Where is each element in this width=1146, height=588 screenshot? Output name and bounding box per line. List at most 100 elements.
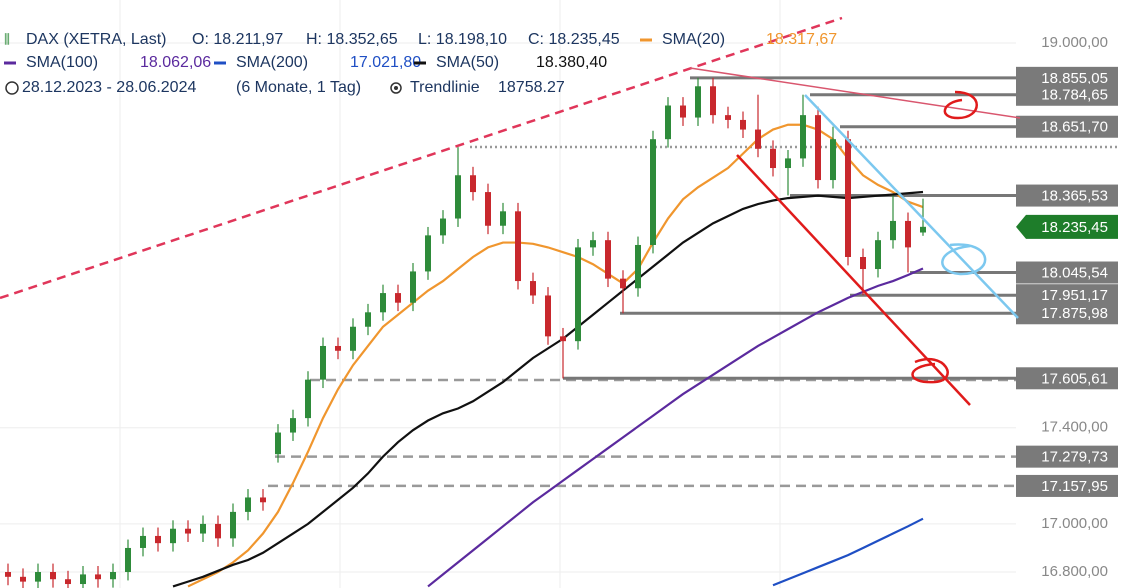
candle-body bbox=[785, 158, 791, 169]
level-label: 18.784,65 bbox=[1041, 87, 1108, 104]
clock-icon bbox=[5, 81, 19, 95]
y-tick-label: 17.400,00 bbox=[1041, 419, 1108, 436]
candle-body bbox=[695, 86, 701, 118]
last-price-box bbox=[1016, 214, 1118, 239]
date-range: 28.12.2023 - 28.06.2024 bbox=[22, 79, 196, 96]
level-label: 18.045,54 bbox=[1041, 264, 1108, 281]
circle bbox=[941, 243, 987, 276]
legend-value: 18.380,40 bbox=[536, 54, 607, 71]
candle-body bbox=[335, 345, 341, 351]
candle-body bbox=[380, 293, 386, 313]
candle-body bbox=[245, 497, 251, 512]
candle-body bbox=[875, 240, 881, 270]
candle-body bbox=[680, 105, 686, 118]
candle-body bbox=[170, 528, 176, 544]
candle-body bbox=[200, 523, 206, 534]
candle-body bbox=[485, 192, 491, 226]
candle-body bbox=[545, 295, 551, 337]
y-tick-label: 16.800,00 bbox=[1041, 563, 1108, 580]
level-label: 17.875,98 bbox=[1041, 305, 1108, 322]
candle-body bbox=[800, 115, 806, 159]
candle-body bbox=[50, 572, 56, 580]
candle-body bbox=[470, 175, 476, 193]
candle-body bbox=[320, 345, 326, 380]
level-box bbox=[1016, 83, 1118, 106]
hand-line bbox=[804, 94, 1019, 319]
candle-body bbox=[350, 326, 356, 351]
period: (6 Monate, 1 Tag) bbox=[236, 79, 361, 96]
candle-body bbox=[440, 218, 446, 236]
level-label: 17.951,17 bbox=[1041, 287, 1108, 304]
candle-body bbox=[740, 119, 746, 130]
candle-body bbox=[725, 115, 731, 120]
trendline-value: 18758.27 bbox=[498, 79, 565, 96]
candle-body bbox=[125, 547, 131, 573]
candle-body bbox=[920, 226, 926, 233]
legend-name: SMA(100) bbox=[26, 54, 98, 71]
level-box bbox=[1016, 367, 1118, 390]
resistance-line bbox=[689, 67, 1021, 119]
candle-body bbox=[530, 281, 536, 296]
hand-line bbox=[736, 154, 971, 406]
candle-body bbox=[575, 247, 581, 342]
instrument: DAX (XETRA, Last) bbox=[26, 31, 166, 48]
candle-body bbox=[5, 572, 11, 577]
legend-name: SMA(200) bbox=[236, 54, 308, 71]
candle-body bbox=[815, 115, 821, 181]
candle-body bbox=[365, 312, 371, 327]
candle-icon: ⫼ bbox=[4, 31, 10, 46]
candle-body bbox=[425, 235, 431, 272]
y-tick-label: 17.000,00 bbox=[1041, 515, 1108, 532]
trend-icon bbox=[390, 82, 402, 94]
trendline-name: Trendlinie bbox=[410, 79, 480, 96]
candle-body bbox=[410, 271, 416, 303]
level-box bbox=[1016, 115, 1118, 138]
level-box bbox=[1016, 474, 1118, 497]
legend-value: 18.317,67 bbox=[766, 31, 837, 48]
candle-body bbox=[590, 240, 596, 248]
ohlc: H: 18.352,65 bbox=[306, 31, 398, 48]
candle-body bbox=[605, 240, 611, 279]
level-label: 18.651,70 bbox=[1041, 119, 1108, 136]
candle-body bbox=[620, 278, 626, 289]
candle-body bbox=[20, 576, 26, 582]
sma-line bbox=[187, 123, 924, 588]
candle-body bbox=[230, 511, 236, 539]
candle-body bbox=[755, 129, 761, 149]
sma-line bbox=[172, 190, 924, 588]
level-label: 18.855,05 bbox=[1041, 70, 1108, 87]
candle-body bbox=[275, 432, 281, 455]
candle-body bbox=[305, 379, 311, 419]
level-box bbox=[1016, 284, 1118, 307]
trend-line bbox=[0, 16, 843, 300]
candle-body bbox=[860, 257, 866, 270]
sma-line bbox=[772, 517, 924, 587]
legend: ⫼ DAX (XETRA, Last) O: 18.211,97 H: 18.3… bbox=[4, 31, 837, 96]
y-tick-label: 19.000,00 bbox=[1041, 34, 1108, 51]
candle-body bbox=[260, 497, 266, 503]
level-label: 18.365,53 bbox=[1041, 188, 1108, 205]
candle-body bbox=[80, 574, 86, 585]
level-label: 17.157,95 bbox=[1041, 478, 1108, 495]
candle-body bbox=[830, 139, 836, 181]
candle-body bbox=[155, 535, 161, 544]
candle-body bbox=[710, 86, 716, 116]
legend-name: SMA(20) bbox=[662, 31, 725, 48]
candle-body bbox=[905, 220, 911, 248]
level-box bbox=[1016, 261, 1118, 284]
candle-body bbox=[650, 139, 656, 245]
candle-body bbox=[455, 175, 461, 219]
ohlc: O: 18.211,97 bbox=[192, 31, 283, 48]
candle-body bbox=[140, 535, 146, 548]
candle-body bbox=[635, 244, 641, 289]
sma-line bbox=[427, 267, 924, 588]
candle-body bbox=[500, 211, 506, 226]
candle-body bbox=[845, 139, 851, 258]
drawings bbox=[0, 16, 1021, 406]
legend-name: SMA(50) bbox=[436, 54, 499, 71]
level-box bbox=[1016, 302, 1118, 325]
level-label: 17.605,61 bbox=[1041, 370, 1108, 387]
candle-body bbox=[110, 572, 116, 580]
circle bbox=[943, 90, 978, 120]
